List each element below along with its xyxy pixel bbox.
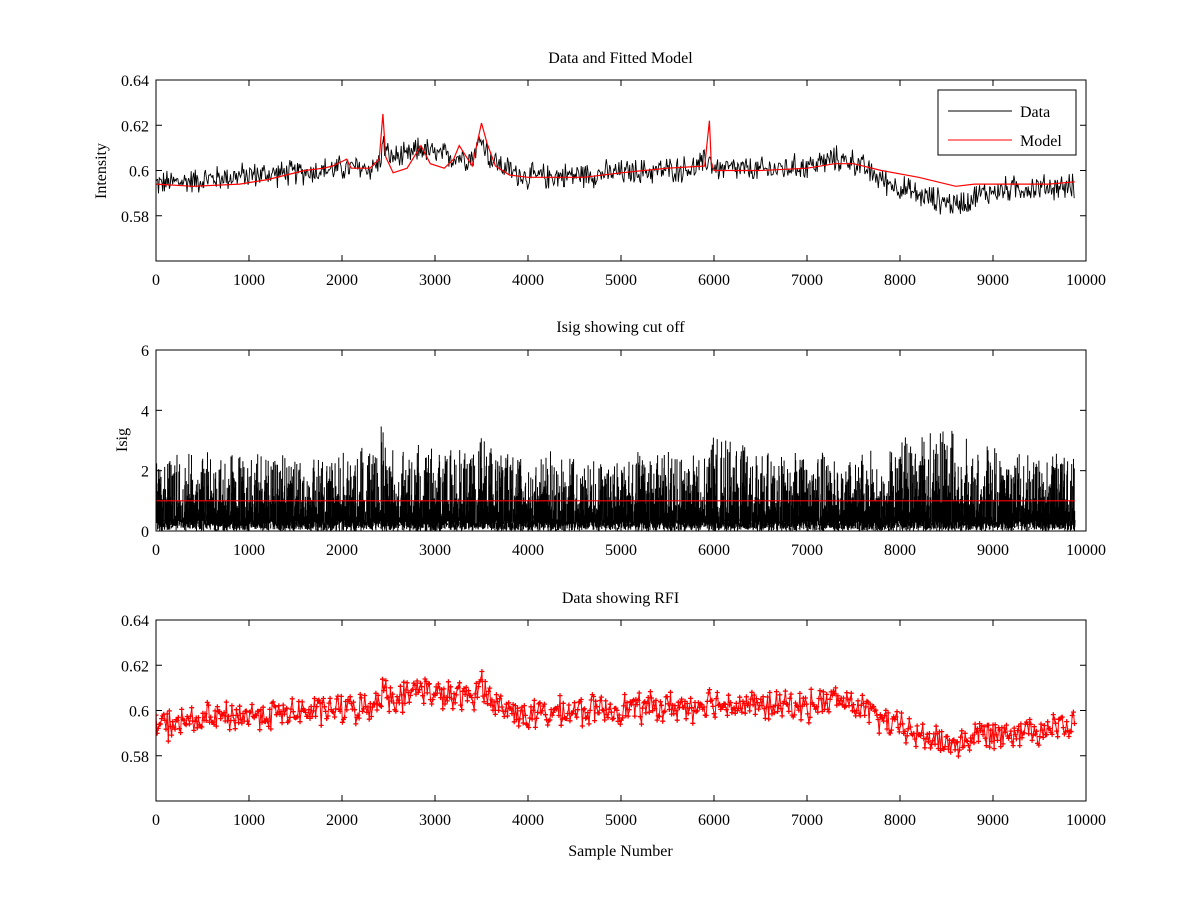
x-tick-label: 7000 — [791, 812, 823, 829]
x-tick-label: 0 — [152, 272, 160, 289]
x-tick-label: 0 — [152, 542, 160, 559]
x-tick-label: 7000 — [791, 542, 823, 559]
x-tick-label: 2000 — [326, 272, 358, 289]
series-model-line — [156, 113, 1075, 187]
y-tick-label: 4 — [141, 403, 149, 420]
panel-3-title: Data showing RFI — [562, 590, 679, 607]
panel-isig: Isig showing cut off Isig 0 1000 2000 3000 4… — [114, 319, 1106, 559]
panel-2-frame — [155, 349, 1087, 532]
x-tick-label: 6000 — [698, 272, 730, 289]
x-tick-label: 2000 — [326, 812, 358, 829]
y-tick-label: 0.64 — [121, 613, 149, 630]
y-tick-label: 6 — [141, 343, 149, 360]
y-tick-label: 0.58 — [121, 749, 149, 766]
panel-2-ticks: 0 1000 2000 3000 4000 5000 6000 7000 8000 9000 100… — [141, 343, 1106, 559]
x-tick-label: 1000 — [233, 812, 265, 829]
y-tick-label: 0.6 — [129, 164, 149, 181]
panel-2-title: Isig showing cut off — [556, 319, 685, 336]
panel-1-frame — [155, 79, 1087, 262]
x-tick-label: 8000 — [884, 542, 916, 559]
x-tick-label: 0 — [152, 812, 160, 829]
y-tick-label: 0.64 — [121, 73, 149, 90]
y-tick-label: 2 — [141, 464, 149, 481]
x-tick-label: 5000 — [605, 272, 637, 289]
x-tick-label: 1000 — [233, 272, 265, 289]
y-tick-label: 0 — [141, 524, 149, 541]
y-tick-label: 0.58 — [121, 209, 149, 226]
panel-1-ylabel: Intensity — [93, 143, 110, 199]
panel-data-and-model: Data and Fitted Model Intensity 0 1000 200… — [93, 50, 1106, 289]
x-tick-label: 4000 — [512, 272, 544, 289]
x-tick-label: 6000 — [698, 542, 730, 559]
x-tick-label: 1000 — [233, 542, 265, 559]
x-tick-label: 6000 — [698, 812, 730, 829]
panel-2-ylabel: Isig — [114, 428, 131, 452]
x-tick-label: 9000 — [977, 812, 1009, 829]
x-tick-label: 4000 — [512, 812, 544, 829]
y-tick-label: 0.62 — [121, 118, 149, 135]
x-tick-label: 8000 — [884, 272, 916, 289]
panel-3-frame — [155, 619, 1087, 802]
legend-label-model: Model — [1020, 133, 1062, 150]
panel-2-plot-area — [156, 426, 1076, 531]
panel-rfi: Data showing RFI Sample Number 0 1000 2000… — [121, 590, 1106, 860]
series-data-line — [156, 135, 1075, 215]
y-tick-label: 0.6 — [129, 704, 149, 721]
x-tick-label: 4000 — [512, 542, 544, 559]
legend-label-data: Data — [1020, 104, 1050, 121]
panel-1-title: Data and Fitted Model — [548, 50, 693, 67]
x-tick-label: 9000 — [977, 542, 1009, 559]
x-tick-label: 3000 — [419, 542, 451, 559]
panel-1-plot-area — [156, 113, 1075, 215]
panel-3-xlabel: Sample Number — [568, 843, 673, 860]
x-tick-label: 9000 — [977, 272, 1009, 289]
panel-3-plot-area — [156, 669, 1077, 759]
legend-box — [937, 89, 1077, 156]
x-tick-label: 3000 — [419, 272, 451, 289]
x-tick-label: 7000 — [791, 272, 823, 289]
x-tick-label: 10000 — [1066, 812, 1106, 829]
x-tick-label: 10000 — [1066, 272, 1106, 289]
x-tick-label: 5000 — [605, 812, 637, 829]
panel-1-legend: Data Model — [937, 89, 1077, 156]
x-tick-label: 3000 — [419, 812, 451, 829]
x-tick-label: 8000 — [884, 812, 916, 829]
x-tick-label: 2000 — [326, 542, 358, 559]
y-tick-label: 0.62 — [121, 658, 149, 675]
x-tick-label: 5000 — [605, 542, 637, 559]
series-rfi-markers — [156, 669, 1077, 759]
x-tick-label: 10000 — [1066, 542, 1106, 559]
panel-1-ticks: 0 1000 2000 3000 4000 5000 6000 7000 8000 9000 100… — [121, 73, 1106, 289]
